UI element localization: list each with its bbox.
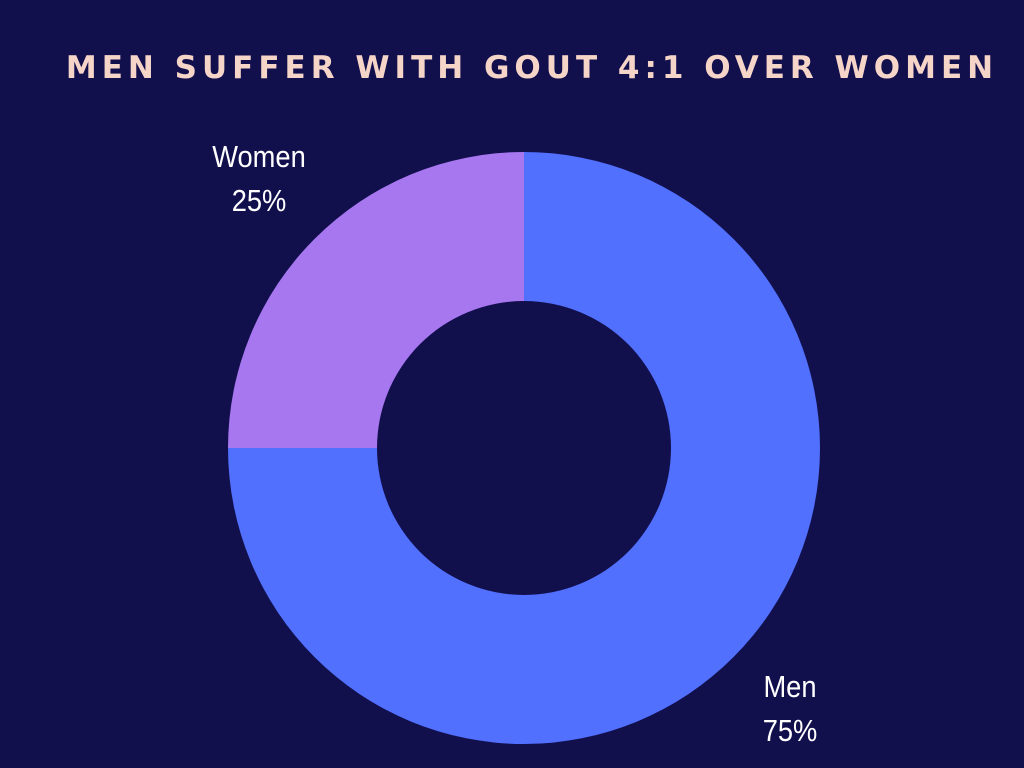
chart-title: MEN SUFFER WITH GOUT 4:1 OVER WOMEN (65, 50, 999, 86)
slice-men (228, 152, 820, 744)
slice-women (228, 152, 524, 448)
slice-name-men: Men (763, 669, 817, 704)
slice-name-women: Women (212, 139, 306, 174)
slice-value-women: 25% (231, 183, 287, 218)
slice-label-men: Men 75% (728, 665, 851, 753)
slice-label-women: Women 25% (195, 135, 323, 223)
slice-value-men: 75% (762, 713, 818, 748)
